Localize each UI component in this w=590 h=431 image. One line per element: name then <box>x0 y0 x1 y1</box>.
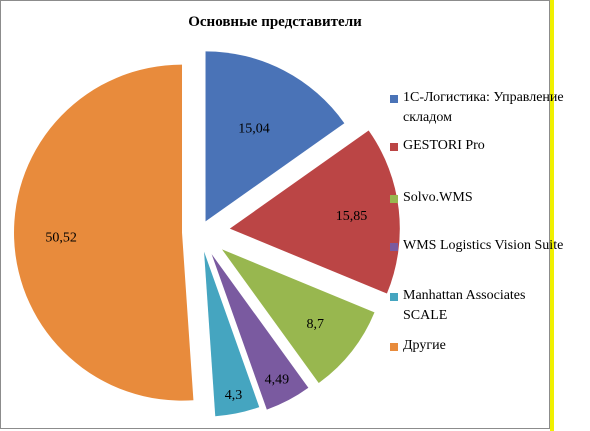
legend-swatch <box>390 195 398 203</box>
legend-item: Solvo.WMS <box>390 188 565 208</box>
legend-swatch <box>390 343 398 351</box>
legend-item: GESTORI Pro <box>390 136 565 156</box>
pie-slice <box>14 64 194 401</box>
legend-label: GESTORI Pro <box>403 138 485 153</box>
legend-item: Другие <box>390 336 565 356</box>
pie-slice <box>221 249 375 384</box>
pie-slice <box>211 254 309 410</box>
side-panel <box>550 0 590 431</box>
slice-data-label: 50,52 <box>45 231 77 246</box>
legend-swatch <box>390 143 398 151</box>
slice-data-label: 15,04 <box>238 122 270 137</box>
slice-data-label: 4,3 <box>225 388 243 403</box>
pie-slice <box>229 130 400 294</box>
slice-data-label: 8,7 <box>306 317 324 332</box>
pie-chart: 15,04 15,85 8,7 4,49 4,3 50,52 <box>14 51 400 417</box>
legend-label: WMS Logistics Vision Suite <box>403 238 564 253</box>
legend-item: WMS Logistics Vision Suite <box>390 236 565 256</box>
side-divider <box>550 0 554 431</box>
legend-swatch <box>390 243 398 251</box>
legend-swatch <box>390 293 398 301</box>
legend-label: Другие <box>403 338 446 353</box>
legend-label: Solvo.WMS <box>403 190 473 205</box>
chart-title: Основные представители <box>188 14 362 30</box>
legend-item: 1С-Логистика: Управление складом <box>390 88 565 128</box>
slice-data-label: 4,49 <box>265 372 290 387</box>
legend-label: Manhattan Associates SCALE <box>403 288 526 323</box>
slice-data-label: 15,85 <box>336 209 368 224</box>
pie-slice <box>205 51 345 222</box>
pie-slice <box>204 251 260 417</box>
legend-swatch <box>390 95 398 103</box>
legend-label: 1С-Логистика: Управление складом <box>403 90 564 125</box>
legend-item: Manhattan Associates SCALE <box>390 286 565 326</box>
